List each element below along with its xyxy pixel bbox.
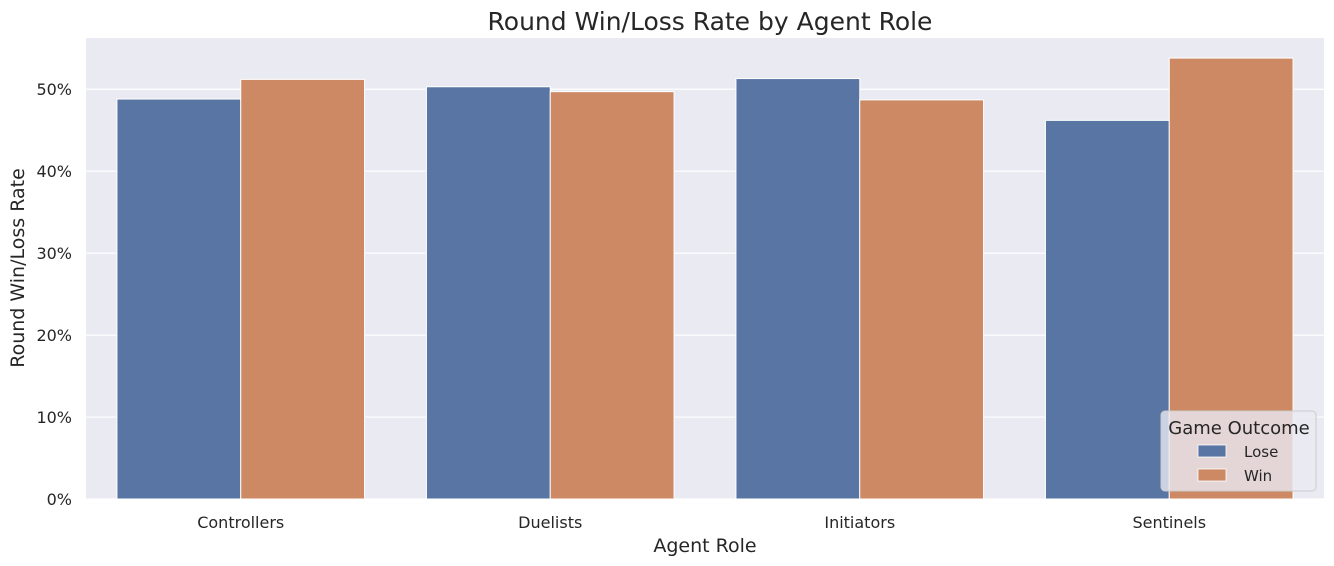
y-tick-label: 30% bbox=[36, 244, 72, 263]
x-axis-label: Agent Role bbox=[653, 535, 756, 557]
legend: Game Outcome Lose Win bbox=[1160, 410, 1317, 492]
x-axis-ticks: Controllers Duelists Initiators Sentinels bbox=[197, 513, 1206, 532]
bar-lose-controllers bbox=[116, 98, 242, 500]
bar-win-duelists bbox=[549, 91, 675, 500]
bar-win-initiators bbox=[859, 99, 985, 500]
y-tick-label: 10% bbox=[36, 408, 72, 427]
y-axis-label: Round Win/Loss Rate bbox=[7, 168, 29, 368]
y-tick-label: 50% bbox=[36, 80, 72, 99]
y-tick-label: 40% bbox=[36, 162, 72, 181]
legend-label-lose: Lose bbox=[1244, 443, 1278, 461]
y-tick-label: 0% bbox=[47, 490, 72, 509]
x-tick-label: Duelists bbox=[518, 513, 582, 532]
y-tick-label: 20% bbox=[36, 326, 72, 345]
x-tick-label: Initiators bbox=[824, 513, 895, 532]
bar-lose-sentinels bbox=[1044, 119, 1170, 500]
x-tick-label: Controllers bbox=[197, 513, 284, 532]
legend-title: Game Outcome bbox=[1168, 418, 1309, 439]
legend-label-win: Win bbox=[1244, 467, 1272, 485]
bar-win-controllers bbox=[240, 78, 366, 500]
bar-lose-duelists bbox=[425, 86, 551, 500]
x-tick-label: Sentinels bbox=[1132, 513, 1206, 532]
y-axis-ticks: 0% 10% 20% 30% 40% 50% bbox=[36, 80, 72, 509]
chart-title: Round Win/Loss Rate by Agent Role bbox=[488, 7, 933, 36]
legend-swatch-lose bbox=[1197, 444, 1227, 458]
bar-lose-initiators bbox=[735, 78, 861, 500]
bars-group bbox=[116, 57, 1294, 500]
legend-swatch-win bbox=[1197, 468, 1227, 482]
